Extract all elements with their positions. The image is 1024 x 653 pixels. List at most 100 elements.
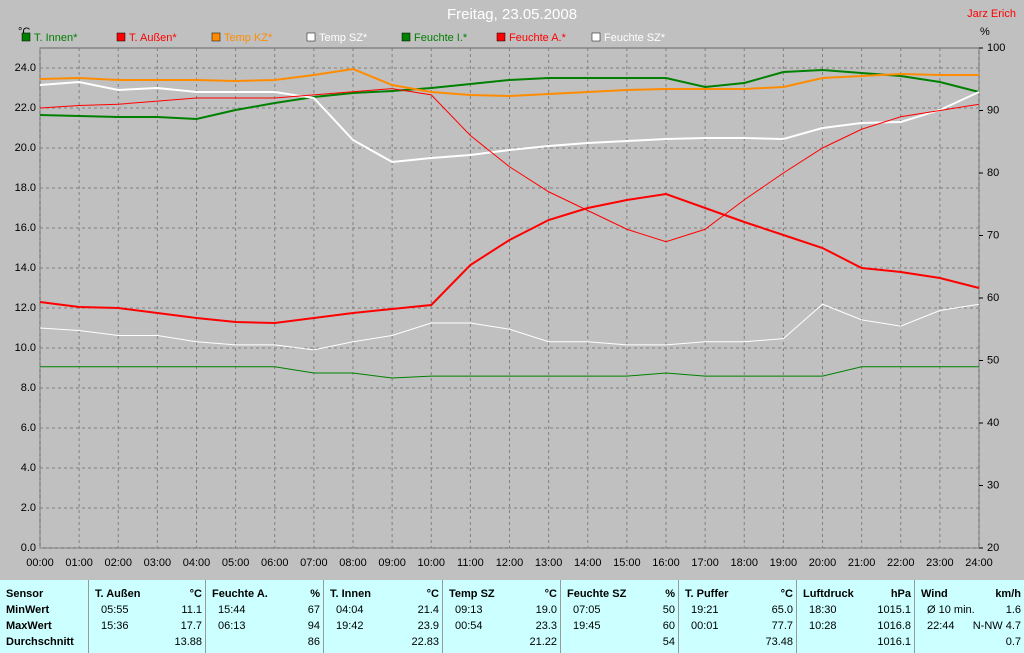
series-line	[39, 88, 980, 243]
legend-label: Feuchte SZ*	[604, 32, 666, 44]
time-cell: 04:04	[336, 604, 364, 616]
x-tick-label: 11:00	[457, 557, 484, 569]
x-tick-label: 10:00	[417, 557, 445, 569]
column-unit: %	[310, 588, 320, 600]
table-column: T. Puffer °C 19:21 65.0 00:01 77.7 73.48	[678, 580, 797, 653]
time-cell: 19:21	[691, 604, 719, 616]
value-cell: 21.4	[417, 604, 439, 616]
time-cell: 00:54	[455, 620, 483, 632]
table-column: Temp SZ °C 09:13 19.0 00:54 23.3 21.22	[442, 580, 561, 653]
y2-tick-label: 30	[987, 479, 999, 491]
legend-swatch	[496, 32, 506, 42]
time-cell: 10:28	[809, 620, 837, 632]
value-cell: 50	[662, 604, 675, 616]
author: Jarz Erich	[967, 8, 1016, 20]
column-header: T. Puffer	[685, 588, 729, 600]
time-cell: 06:13	[218, 620, 246, 632]
legend-label: T. Innen*	[34, 32, 78, 44]
value-cell: 23.3	[535, 620, 557, 632]
time-cell: 07:05	[573, 604, 601, 616]
x-tick-label: 20:00	[809, 557, 837, 569]
value-cell: 65.0	[771, 604, 793, 616]
legend-label: Temp KZ*	[224, 32, 273, 44]
legend-swatch	[401, 32, 411, 42]
x-tick-label: 07:00	[300, 557, 328, 569]
legend-swatch	[306, 32, 316, 42]
value-cell: 1015.1	[877, 604, 911, 616]
x-tick-label: 16:00	[652, 557, 680, 569]
time-cell: 15:44	[218, 604, 246, 616]
column-header: T. Außen	[95, 588, 141, 600]
table-column: Feuchte SZ% 07:05 50 19:45 60 54	[560, 580, 679, 653]
y-tick-label: 12.0	[15, 302, 36, 314]
column-unit: °C	[544, 588, 557, 600]
column-header: Feuchte A.	[212, 588, 268, 600]
x-tick-label: 12:00	[496, 557, 524, 569]
legend-label: Feuchte I.*	[414, 32, 468, 44]
column-header: Feuchte SZ	[567, 588, 627, 600]
stats-table: Sensor MinWert MaxWert Durchschnitt T. Außen…	[0, 580, 1024, 653]
value-cell: 73.48	[765, 636, 793, 648]
x-tick-label: 17:00	[691, 557, 719, 569]
legend-swatch	[116, 32, 126, 42]
y-tick-label: 22.0	[15, 102, 36, 114]
value-cell: 67	[307, 604, 320, 616]
value-cell: 86	[307, 636, 320, 648]
row-label: Sensor	[6, 588, 44, 600]
y-tick-label: 8.0	[21, 382, 36, 394]
value-cell: N-NW 4.7	[972, 620, 1021, 632]
legend-label: Temp SZ*	[319, 32, 368, 44]
time-cell: 18:30	[809, 604, 837, 616]
x-tick-label: 13:00	[535, 557, 563, 569]
time-cell: 15:36	[101, 620, 129, 632]
column-unit: °C	[426, 588, 439, 600]
time-cell: 05:55	[101, 604, 129, 616]
value-cell: 77.7	[771, 620, 793, 632]
y2-tick-label: 50	[987, 354, 999, 366]
x-tick-label: 08:00	[339, 557, 367, 569]
row-label: MinWert	[6, 604, 50, 616]
table-column: T. Außen °C 05:55 11.1 15:36 17.7 13.88	[88, 580, 206, 653]
y-tick-label: 14.0	[15, 262, 36, 274]
time-cell: 19:42	[336, 620, 364, 632]
x-tick-label: 03:00	[144, 557, 172, 569]
value-cell: 1016.1	[877, 636, 911, 648]
x-tick-label: 09:00	[378, 557, 406, 569]
legend-swatch	[21, 32, 31, 42]
x-tick-label: 02:00	[104, 557, 132, 569]
column-header: Wind	[921, 588, 948, 600]
legend-swatch	[211, 32, 221, 42]
table-column: Luftdruck hPa 18:30 1015.1 10:28 1016.8 1016.1	[796, 580, 915, 653]
y2-tick-label: 40	[987, 417, 999, 429]
legend-swatch	[591, 32, 601, 42]
x-tick-label: 22:00	[887, 557, 915, 569]
y-tick-label: 20.0	[15, 142, 36, 154]
column-header: T. Innen	[330, 588, 371, 600]
column-unit: °C	[780, 588, 793, 600]
table-column: T. Innen °C 04:04 21.4 19:42 23.9 22.83	[323, 580, 443, 653]
column-unit: km/h	[995, 588, 1021, 600]
x-tick-label: 05:00	[222, 557, 250, 569]
y-tick-label: 24.0	[15, 62, 36, 74]
x-tick-label: 00:00	[26, 557, 54, 569]
series-line	[39, 192, 980, 325]
x-tick-label: 18:00	[730, 557, 758, 569]
series-line	[39, 80, 980, 164]
chart-title: Freitag, 23.05.2008	[447, 6, 577, 23]
table-column: Wind km/h Ø 10 min. 1.6 22:44 N-NW 4.7 0.7	[914, 580, 1024, 653]
value-cell: 17.7	[180, 620, 202, 632]
column-unit: °C	[189, 588, 202, 600]
time-cell: 00:01	[691, 620, 719, 632]
x-tick-label: 21:00	[848, 557, 876, 569]
y-tick-label: 18.0	[15, 182, 36, 194]
y-tick-label: 2.0	[21, 502, 36, 514]
x-tick-label: 15:00	[613, 557, 641, 569]
y-tick-label: 0.0	[21, 542, 36, 554]
y2-tick-label: 60	[987, 292, 999, 304]
value-cell: 21.22	[529, 636, 557, 648]
x-tick-label: 14:00	[574, 557, 602, 569]
time-cell: Ø 10 min.	[927, 604, 975, 616]
value-cell: 54	[662, 636, 675, 648]
y2-tick-label: 100	[987, 42, 1005, 54]
y2-axis-label: %	[980, 26, 990, 38]
